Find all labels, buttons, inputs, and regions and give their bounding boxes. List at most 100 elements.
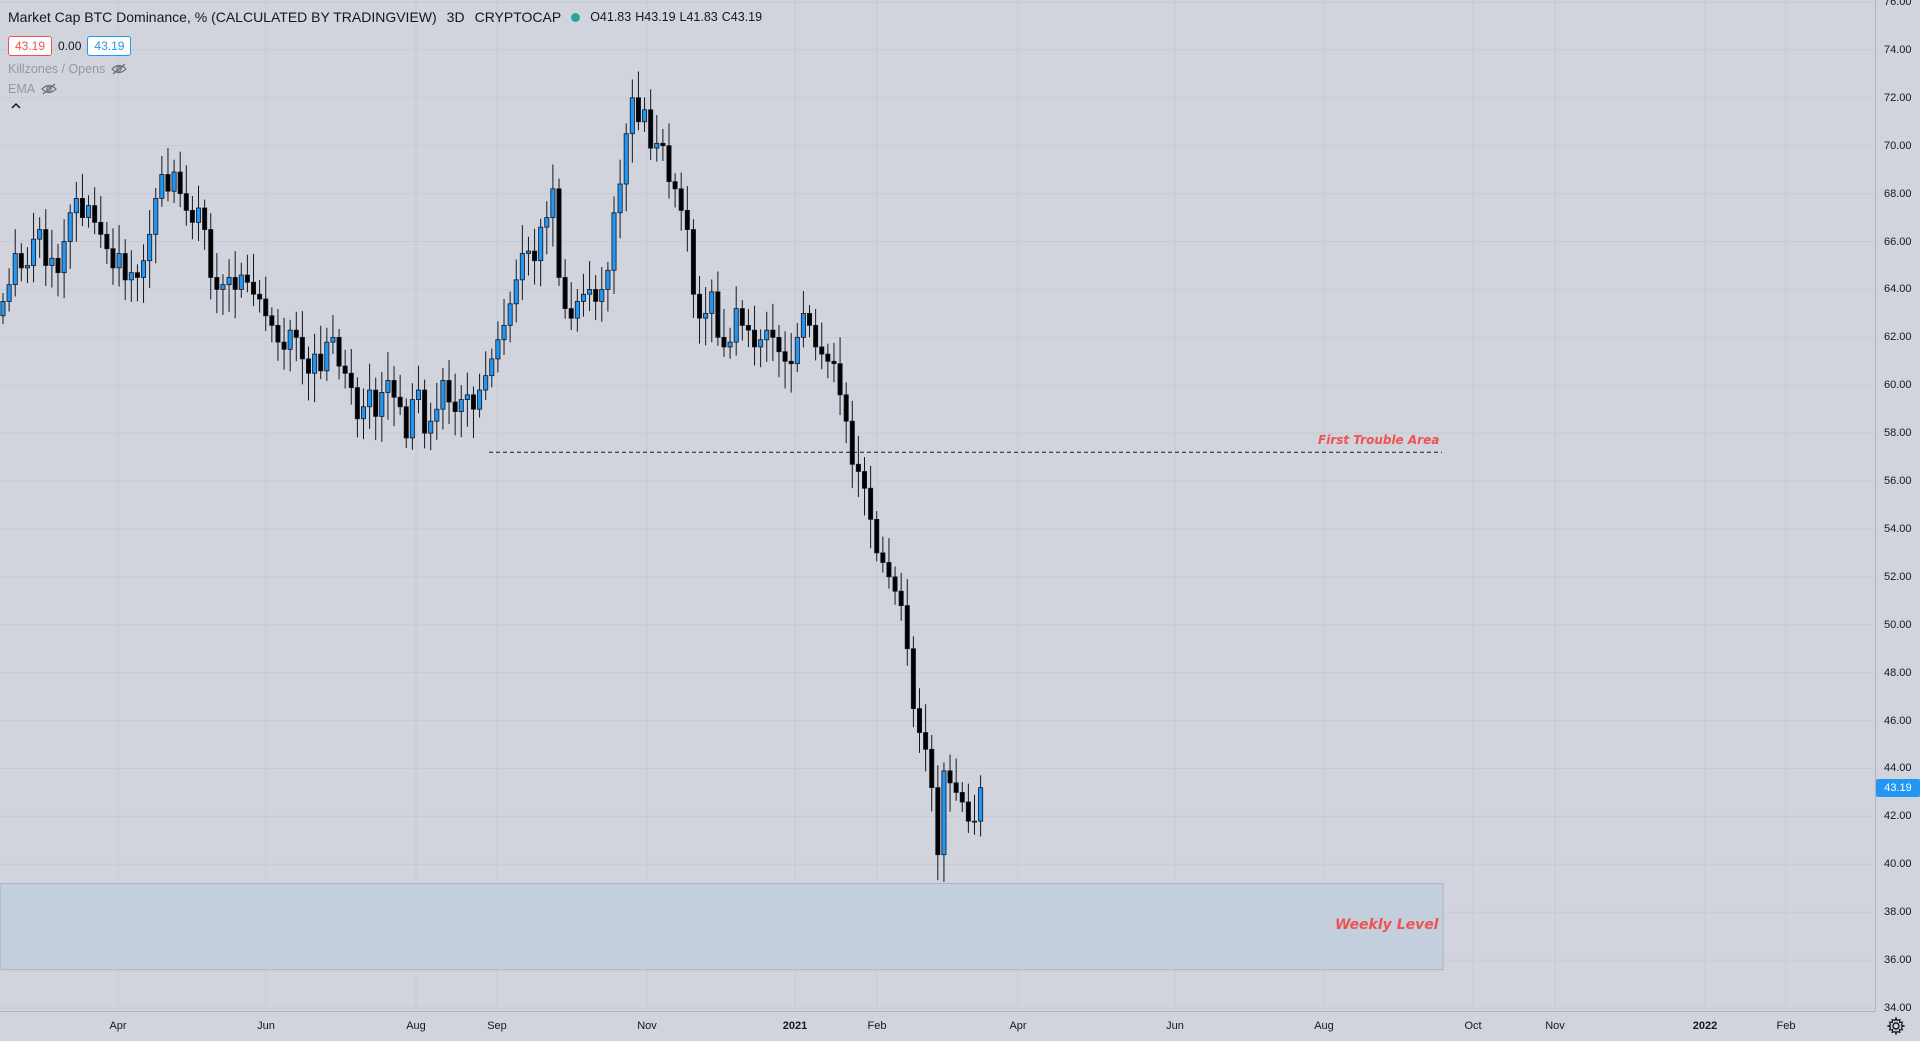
candle xyxy=(666,123,672,199)
candle xyxy=(92,187,98,235)
interval-label[interactable]: 3D xyxy=(446,9,465,25)
candle xyxy=(330,314,336,354)
candle xyxy=(794,322,800,373)
candle xyxy=(758,329,764,368)
candle-body xyxy=(642,109,648,123)
exchange-label[interactable]: CRYPTOCAP xyxy=(474,9,562,25)
chevron-up-icon[interactable] xyxy=(8,100,24,112)
price-tick-label: 50.00 xyxy=(1884,618,1912,631)
candle xyxy=(745,308,751,348)
candle xyxy=(739,300,745,341)
candle xyxy=(623,123,629,212)
weekly-level-label[interactable]: Weekly Level xyxy=(1335,916,1439,933)
candle xyxy=(134,264,140,302)
candle xyxy=(813,308,819,361)
candle xyxy=(269,307,275,343)
candle xyxy=(654,114,660,162)
candle-body xyxy=(324,341,330,372)
candle-body xyxy=(98,221,104,235)
candle xyxy=(116,225,122,287)
candle xyxy=(953,758,959,801)
candle xyxy=(837,337,843,416)
candle-body xyxy=(917,708,923,733)
candle xyxy=(6,268,12,312)
candle xyxy=(703,287,709,346)
candle-body xyxy=(373,389,379,417)
indicator-killzones[interactable]: Killzones / Opens xyxy=(8,62,762,76)
candle xyxy=(153,188,159,264)
candle xyxy=(770,303,776,362)
candle xyxy=(965,783,971,833)
candle xyxy=(281,317,287,370)
candle xyxy=(422,379,428,449)
price-axis[interactable]: 76.00 74.00 72.00 70.00 68.00 66.00 64.00 62.00… xyxy=(1875,0,1920,1014)
candle xyxy=(929,734,935,812)
candle-body xyxy=(385,380,391,393)
price-tick-label: 64.00 xyxy=(1884,283,1912,296)
candle xyxy=(904,579,910,666)
candle-body xyxy=(477,389,483,410)
eye-off-icon[interactable] xyxy=(111,63,128,75)
candle-body xyxy=(257,293,263,300)
candle xyxy=(788,332,794,393)
candle-body xyxy=(892,576,898,592)
candle-body xyxy=(953,782,959,793)
buy-price-badge[interactable]: 43.19 xyxy=(87,36,132,56)
candle xyxy=(373,377,379,441)
candle xyxy=(12,229,18,297)
time-tick-label: Feb xyxy=(867,1020,887,1032)
candle-body xyxy=(141,260,147,278)
candle xyxy=(752,305,758,366)
candle-body xyxy=(189,209,195,223)
candle-body xyxy=(807,312,813,326)
chart-legend: Market Cap BTC Dominance, % (CALCULATED … xyxy=(8,8,762,115)
candle xyxy=(611,196,617,295)
candle xyxy=(458,385,464,438)
candle-body xyxy=(868,487,874,520)
candle-body xyxy=(715,291,721,338)
candle xyxy=(257,279,263,313)
candle xyxy=(440,368,446,430)
candle xyxy=(489,348,495,388)
candle-body xyxy=(367,389,373,408)
weekly-level-zone[interactable] xyxy=(0,882,1444,971)
candle-body xyxy=(611,212,617,271)
candle xyxy=(923,704,929,772)
candle-body xyxy=(299,336,305,360)
gear-icon[interactable] xyxy=(1886,1016,1906,1036)
candlestick-chart[interactable] xyxy=(0,0,1875,1011)
market-status-icon[interactable] xyxy=(571,12,581,22)
indicator-ema[interactable]: EMA xyxy=(8,82,762,96)
candle-body xyxy=(330,336,336,343)
candle xyxy=(232,251,238,319)
ohlc-high: H43.19 xyxy=(635,10,676,24)
candle-body xyxy=(434,408,440,422)
price-tick-label: 56.00 xyxy=(1884,475,1912,488)
eye-off-icon[interactable] xyxy=(41,83,57,95)
candle-body xyxy=(697,293,703,319)
candle-body xyxy=(470,394,476,410)
candle-body xyxy=(495,339,501,360)
price-tick-label: 70.00 xyxy=(1884,139,1912,152)
candle xyxy=(189,196,195,240)
candle-body xyxy=(886,562,892,578)
candle xyxy=(849,400,855,489)
candle-body xyxy=(110,248,116,269)
candle xyxy=(874,510,880,562)
candle-body xyxy=(599,289,605,302)
candle-body xyxy=(134,272,140,278)
candle-body xyxy=(31,238,37,266)
symbol-title[interactable]: Market Cap BTC Dominance, % (CALCULATED … xyxy=(8,9,437,25)
time-axis[interactable]: Apr Jun Aug Sep Nov 2021 Feb Apr Jun Aug Oct Nov 202… xyxy=(0,1011,1875,1041)
sell-price-badge[interactable]: 43.19 xyxy=(8,36,53,56)
time-tick-label: Jun xyxy=(1166,1020,1184,1032)
candle-body xyxy=(177,171,183,195)
first-trouble-area-label[interactable]: First Trouble Area xyxy=(1318,433,1440,448)
chart-pane[interactable]: Market Cap BTC Dominance, % (CALCULATED … xyxy=(0,0,1875,1011)
candle xyxy=(159,156,165,207)
candle xyxy=(483,351,489,401)
price-tick-label: 60.00 xyxy=(1884,379,1912,392)
price-tick-label: 66.00 xyxy=(1884,235,1912,248)
candle-body xyxy=(342,365,348,374)
candle-body xyxy=(678,188,684,211)
